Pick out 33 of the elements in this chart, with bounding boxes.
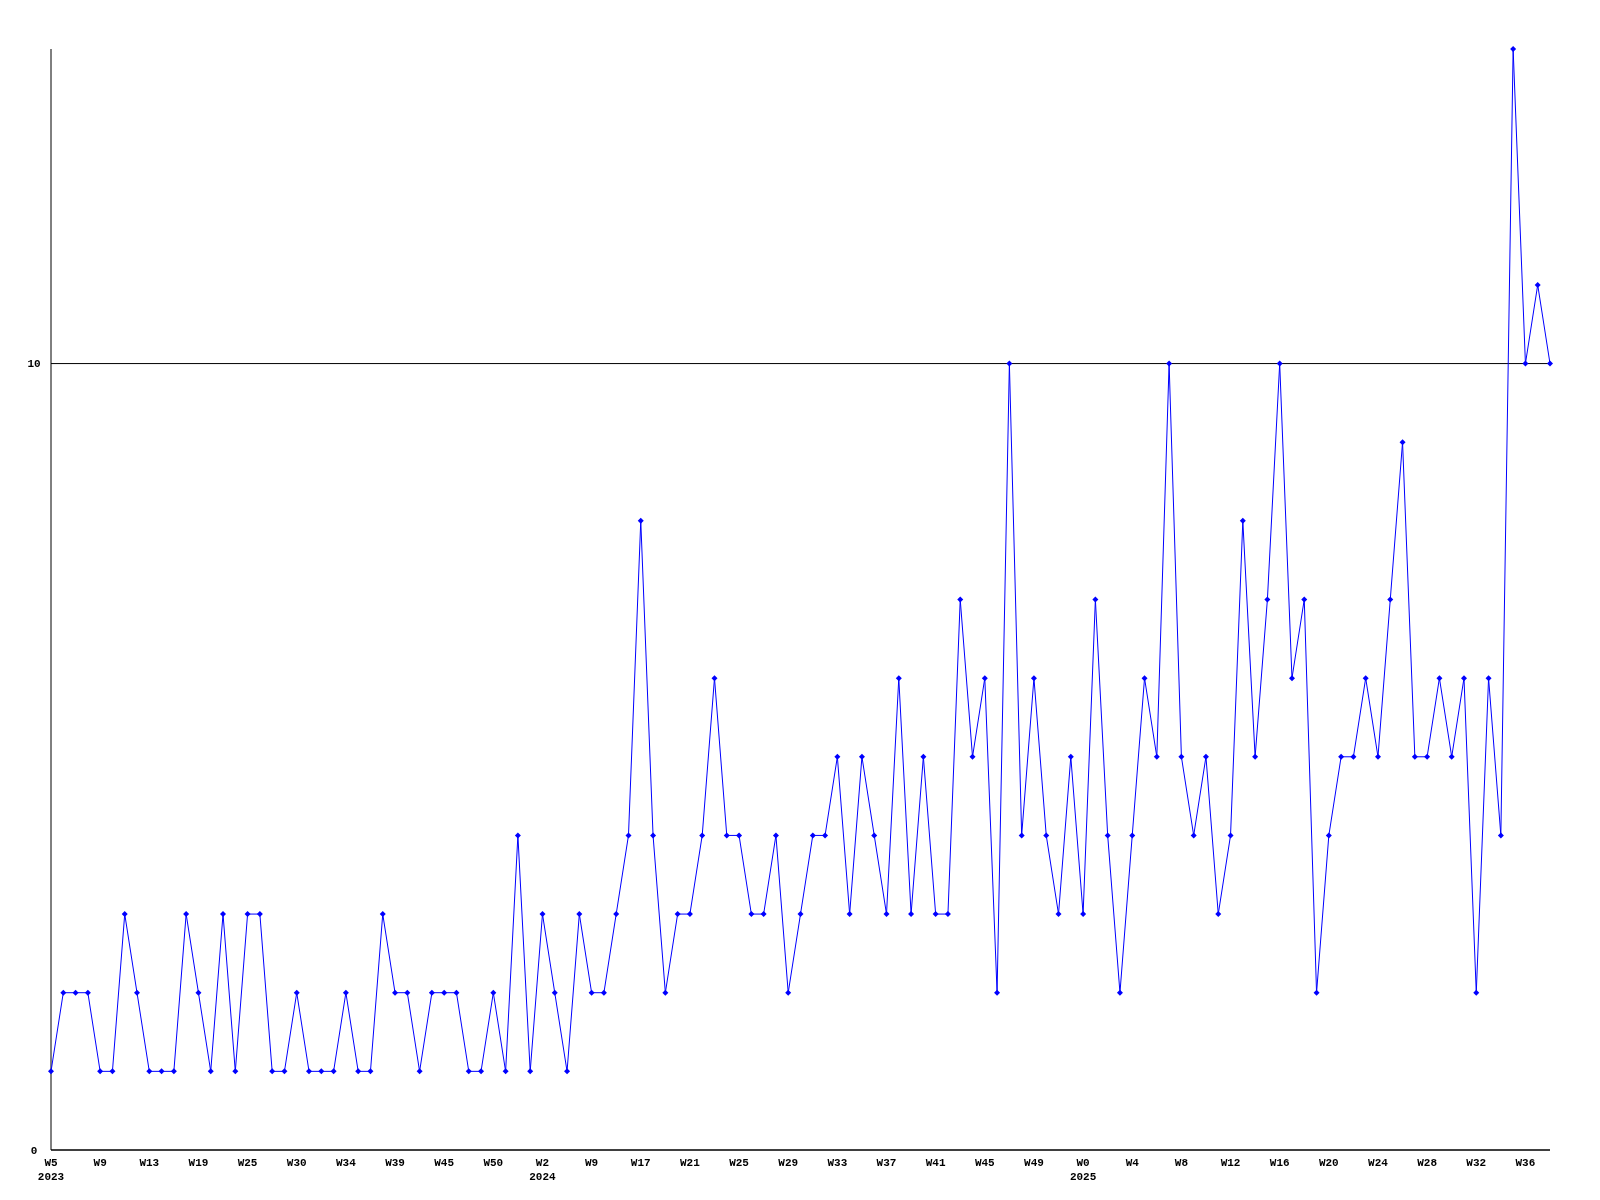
y-tick-label: 0 bbox=[30, 1144, 38, 1157]
x-tick-label: W16 bbox=[1269, 1157, 1290, 1169]
x-tick-label: W25 bbox=[729, 1157, 750, 1169]
x-tick-label: W41 bbox=[925, 1157, 946, 1169]
x-tick-label: W34 bbox=[335, 1157, 357, 1169]
x-tick-label: W28 bbox=[1417, 1157, 1438, 1169]
x-tick-label: W49 bbox=[1024, 1157, 1044, 1169]
x-tick-label: W21 bbox=[680, 1157, 701, 1169]
x-tick-label: W9 bbox=[585, 1157, 599, 1169]
x-tick-label: W20 bbox=[1318, 1157, 1339, 1169]
x-tick-label: W36 bbox=[1515, 1157, 1536, 1169]
x-tick-label: W0 2025 bbox=[1069, 1157, 1097, 1183]
x-tick-label: W25 bbox=[237, 1157, 258, 1169]
x-tick-label: W33 bbox=[827, 1157, 848, 1169]
x-tick-label: W19 bbox=[188, 1157, 209, 1169]
x-tick-label: W17 bbox=[630, 1157, 651, 1169]
x-tick-label: W30 bbox=[286, 1157, 307, 1169]
x-tick-label: W12 bbox=[1220, 1157, 1241, 1169]
x-tick-label: W9 bbox=[93, 1157, 107, 1169]
x-tick-label: W32 bbox=[1466, 1157, 1487, 1169]
x-tick-label: W29 bbox=[778, 1157, 799, 1169]
x-tick-label: W37 bbox=[876, 1157, 897, 1169]
x-tick-label: W24 bbox=[1368, 1157, 1389, 1169]
y-tick-label: 10 bbox=[27, 358, 41, 371]
x-tick-label: W50 bbox=[483, 1157, 504, 1169]
x-tick-label: W45 bbox=[974, 1157, 996, 1169]
x-tick-label: W8 bbox=[1174, 1157, 1189, 1169]
x-tick-label: W4 bbox=[1125, 1157, 1140, 1169]
x-tick-label: W2 2024 bbox=[529, 1157, 557, 1183]
x-tick-label: W45 bbox=[434, 1157, 455, 1169]
x-tick-label: W5 2023 bbox=[37, 1157, 65, 1183]
x-tick-label: W39 bbox=[385, 1157, 405, 1169]
x-tick-label: W13 bbox=[139, 1157, 160, 1169]
